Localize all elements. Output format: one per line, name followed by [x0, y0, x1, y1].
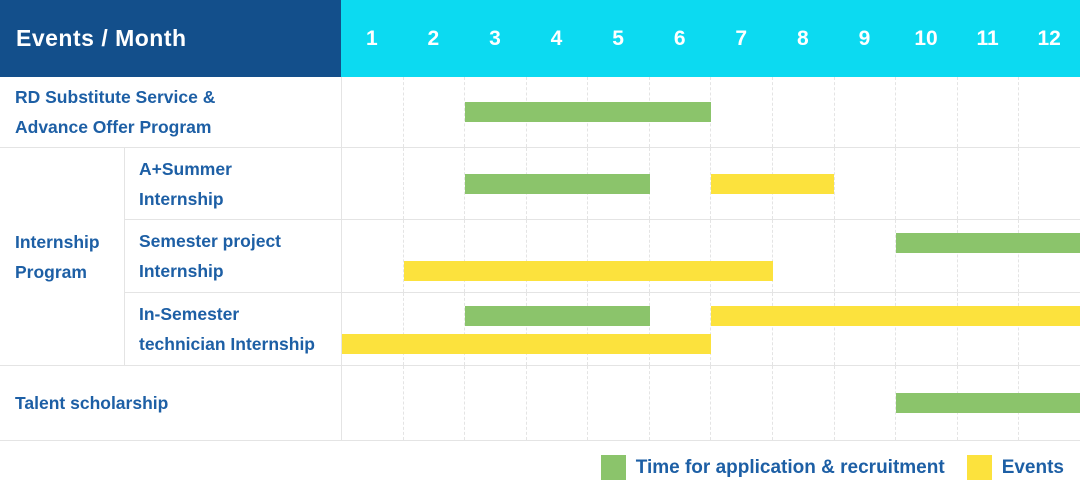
month-gridline-cell [342, 148, 403, 219]
month-gridline-cell [1018, 77, 1080, 147]
month-gridline-cell [895, 148, 957, 219]
month-gridline-cell [525, 220, 588, 292]
application-bar [895, 233, 1080, 253]
event-bar [342, 334, 711, 354]
month-gridline-cell [1018, 148, 1080, 219]
month-gridline-cell [464, 77, 526, 147]
month-label-11: 11 [976, 26, 999, 50]
month-gridline-cell [710, 366, 772, 440]
month-gridlines [342, 220, 1080, 292]
month-gridline-cell [648, 366, 711, 440]
application-swatch-icon [600, 455, 626, 480]
month-gridline-cell [648, 293, 711, 365]
event-bar [711, 306, 1080, 326]
month-label-10: 10 [914, 26, 938, 50]
month-gridline-cell [402, 77, 465, 147]
month-label-6: 6 [673, 26, 686, 50]
month-gridline-cell [1018, 293, 1080, 365]
month-label-2: 2 [427, 26, 440, 50]
events-month-header: Events / Month [0, 0, 341, 77]
month-gridline-cell [956, 293, 1019, 365]
row-label-a-plus-summer: A+Summer Internship [124, 148, 341, 220]
application-bar [895, 393, 1080, 413]
month-gridline-cell [895, 220, 957, 292]
month-gridline-cell [464, 220, 526, 292]
month-label-12: 12 [1037, 26, 1061, 50]
month-gridline-cell [772, 293, 834, 365]
gantt-row-chart [341, 220, 1080, 293]
legend-label: Time for application & recruitment [635, 456, 945, 478]
month-gridline-cell [342, 220, 403, 292]
month-gridline-cell [1018, 220, 1080, 292]
month-gridline-cell [833, 366, 896, 440]
month-header-row: 1 2 3 4 5 6 7 8 9 10 11 12 [341, 0, 1080, 77]
month-gridline-cell [956, 220, 1019, 292]
month-gridline-cell [464, 366, 526, 440]
month-gridline-cell [587, 220, 649, 292]
month-label-1: 1 [365, 26, 378, 50]
month-gridlines [342, 77, 1080, 147]
month-label-5: 5 [612, 26, 624, 50]
month-label-9: 9 [858, 26, 871, 50]
month-gridline-cell [464, 293, 526, 365]
row-label-talent-scholarship: Talent scholarship [0, 366, 341, 441]
month-gridline-cell [402, 220, 465, 292]
month-gridline-cell [587, 366, 649, 440]
month-gridline-cell [402, 148, 465, 219]
month-gridline-cell [525, 366, 588, 440]
month-label-7: 7 [735, 26, 748, 50]
gantt-table: Events / Month 1 2 3 4 5 6 7 8 9 10 11 12 RD Substi… [0, 0, 1080, 441]
month-gridline-cell [710, 293, 772, 365]
month-gridline-cell [956, 148, 1019, 219]
month-gridline-cell [833, 77, 896, 147]
event-swatch-icon [966, 455, 992, 480]
month-label-3: 3 [489, 26, 501, 50]
month-gridlines [342, 293, 1080, 365]
application-bar [465, 173, 650, 194]
month-gridline-cell [833, 293, 896, 365]
month-gridline-cell [464, 148, 526, 219]
month-gridline-cell [710, 77, 772, 147]
month-gridline-cell [710, 148, 772, 219]
month-gridline-cell [648, 220, 711, 292]
month-gridline-cell [342, 293, 403, 365]
month-gridline-cell [587, 293, 649, 365]
month-label-4: 4 [550, 26, 563, 50]
month-gridline-cell [402, 366, 465, 440]
month-label-8: 8 [796, 26, 809, 50]
month-gridline-cell [342, 77, 403, 147]
application-bar [465, 306, 650, 326]
row-label-semester-project: Semester project Internship [124, 220, 341, 293]
month-gridline-cell [402, 293, 465, 365]
month-gridline-cell [525, 293, 588, 365]
gantt-row-chart [341, 366, 1080, 441]
row-label-rd-substitute: RD Substitute Service & Advance Offer Pr… [0, 77, 341, 148]
group-label-internship-program: Internship Program [0, 148, 124, 366]
legend: Time for application & recruitment Events [0, 441, 1080, 494]
gantt-row-chart [341, 293, 1080, 366]
month-gridline-cell [342, 366, 403, 440]
month-gridline-cell [710, 220, 772, 292]
legend-item-application: Time for application & recruitment [600, 455, 945, 480]
month-gridline-cell [833, 220, 896, 292]
application-bar [465, 102, 711, 122]
month-gridline-cell [895, 77, 957, 147]
row-label-in-semester-technician: In-Semester technician Internship [124, 293, 341, 366]
month-gridline-cell [772, 366, 834, 440]
event-bar [711, 173, 834, 194]
legend-label: Events [1001, 456, 1064, 478]
month-gridline-cell [772, 77, 834, 147]
month-gridline-cell [648, 148, 711, 219]
gantt-row-chart [341, 148, 1080, 220]
month-gridline-cell [895, 293, 957, 365]
gantt-row-chart [341, 77, 1080, 148]
month-gridline-cell [833, 148, 896, 219]
legend-item-event: Events [966, 455, 1064, 480]
event-bar [403, 261, 773, 281]
month-gridline-cell [956, 77, 1019, 147]
month-gridline-cell [772, 220, 834, 292]
